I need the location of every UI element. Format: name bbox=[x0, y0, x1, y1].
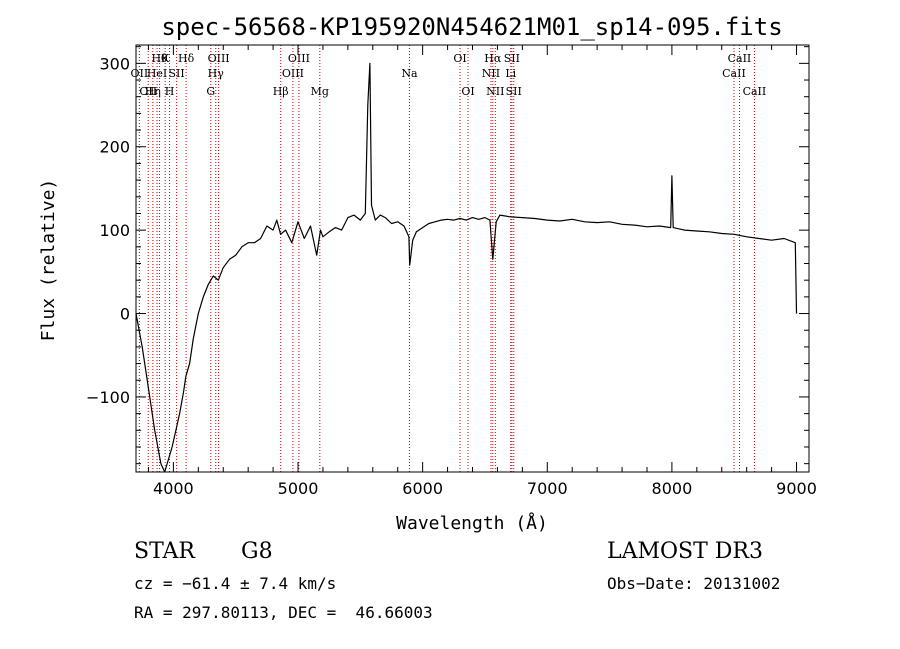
line-marker-label-3: HeI bbox=[147, 67, 167, 80]
y-tick-label-3: 200 bbox=[99, 138, 130, 157]
line-marker-label-11: OIII bbox=[208, 52, 230, 65]
line-marker-label-19: NII bbox=[482, 67, 500, 80]
line-marker-label-4: Hθ bbox=[151, 52, 168, 65]
x-axis-label: Wavelength (Å) bbox=[396, 512, 548, 534]
x-tick-label-3: 7000 bbox=[527, 479, 568, 498]
spectrum-line-0 bbox=[135, 62, 798, 473]
line-marker-label-26: CaII bbox=[728, 52, 752, 65]
y-axis-label: Flux (relative) bbox=[38, 179, 59, 342]
line-marker-label-10: Hγ bbox=[208, 67, 225, 80]
line-marker-label-22: Li bbox=[505, 67, 516, 80]
redshift-velocity: cz = −61.4 ± 7.4 km/s bbox=[134, 574, 337, 593]
line-marker-label-0: OII bbox=[131, 67, 149, 80]
x-tick-label-1: 5000 bbox=[278, 479, 319, 498]
x-tick-label-5: 9000 bbox=[776, 479, 817, 498]
line-marker-label-20: Hα bbox=[484, 52, 502, 65]
x-tick-label-0: 4000 bbox=[153, 479, 194, 498]
x-tick-label-2: 6000 bbox=[402, 479, 443, 498]
line-marker-label-23: SII bbox=[504, 52, 520, 65]
line-marker-label-17: OI bbox=[453, 52, 466, 65]
line-marker-label-24: SII bbox=[506, 85, 522, 98]
sky-coordinates: RA = 297.80113, DEC = 46.66003 bbox=[134, 603, 433, 622]
line-marker-label-21: NII bbox=[486, 85, 504, 98]
line-marker-label-9: G bbox=[206, 85, 215, 98]
line-marker-label-14: OIII bbox=[288, 52, 310, 65]
spectral-subclass: G8 bbox=[241, 539, 273, 564]
object-type: STAR bbox=[134, 539, 195, 564]
survey-name: LAMOST DR3 bbox=[607, 539, 763, 564]
line-marker-label-5: K bbox=[161, 52, 170, 65]
y-tick-label-2: 100 bbox=[99, 221, 130, 240]
observation-date: Obs−Date: 20131002 bbox=[607, 574, 781, 593]
line-marker-label-8: Hδ bbox=[178, 52, 195, 65]
spectrum-series bbox=[135, 62, 798, 473]
line-marker-label-7: SII bbox=[169, 67, 185, 80]
line-marker-label-12: Hβ bbox=[273, 85, 289, 98]
line-marker-label-6: H bbox=[165, 85, 175, 98]
x-tick-label-4: 8000 bbox=[652, 479, 693, 498]
line-marker-label-27: CaII bbox=[743, 85, 767, 98]
y-axis-ticks: −100 0 100 200 300 bbox=[86, 46, 809, 465]
y-tick-label-0: −100 bbox=[86, 388, 130, 407]
y-tick-label-4: 300 bbox=[99, 54, 130, 73]
line-marker-label-16: Na bbox=[401, 67, 418, 80]
line-marker-label-18: OI bbox=[461, 85, 474, 98]
chart-title: spec-56568-KP195920N454621M01_sp14-095.f… bbox=[161, 13, 782, 41]
y-tick-label-1: 0 bbox=[120, 305, 130, 324]
plot-frame bbox=[135, 44, 810, 473]
line-marker-label-2: Hη bbox=[145, 85, 161, 98]
spectral-line-labels: OIIOIIHηHeIHθKHSIIHδGHγOIIIHβOIIIOIIIMgN… bbox=[131, 52, 767, 98]
x-axis-ticks: 4000 5000 6000 7000 8000 9000 bbox=[147, 45, 817, 498]
line-marker-label-15: Mg bbox=[311, 85, 329, 98]
line-marker-label-13: OIII bbox=[282, 67, 304, 80]
line-marker-label-1: OII bbox=[139, 85, 157, 98]
line-marker-label-25: CaII bbox=[722, 67, 746, 80]
